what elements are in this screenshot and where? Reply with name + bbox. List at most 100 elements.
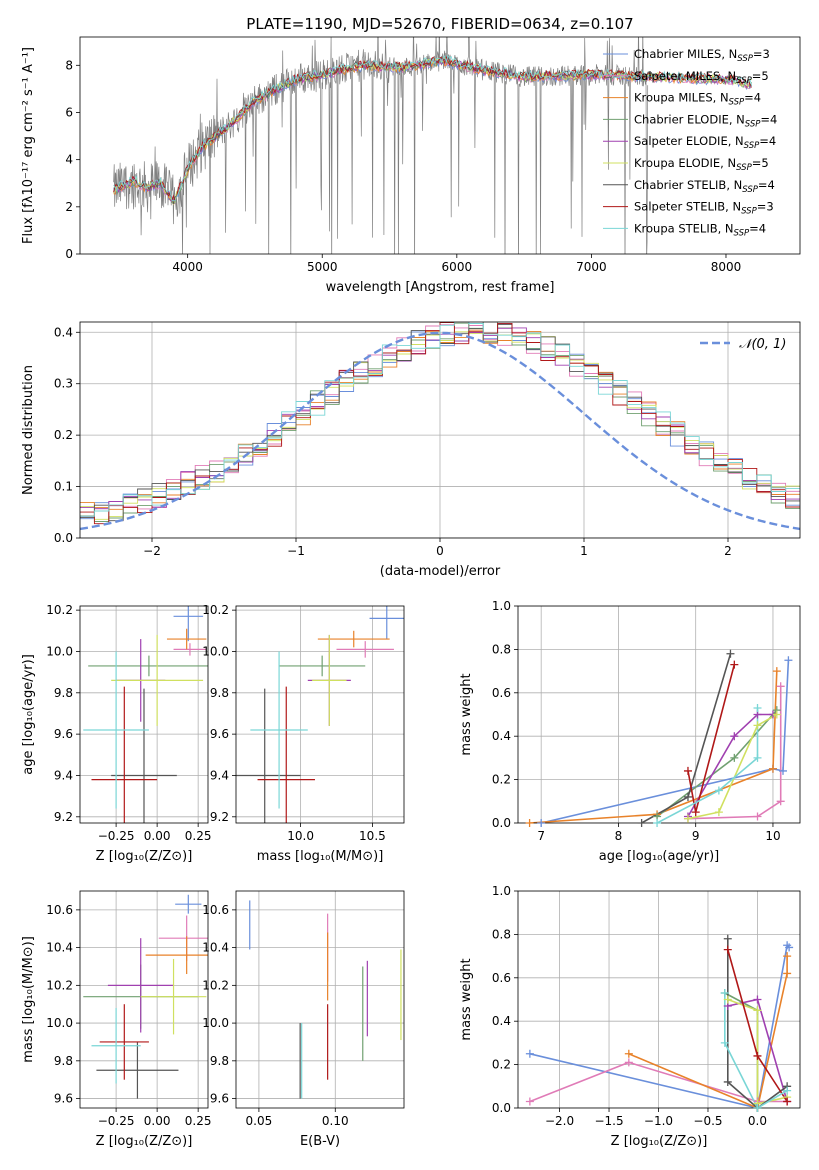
y-tick-label: 9.6 (54, 727, 73, 741)
y-tick-label: 0.0 (492, 816, 511, 830)
y-tick-label: 9.2 (210, 810, 229, 824)
weight-marker (723, 934, 732, 943)
x-tick-label: 2 (724, 544, 732, 558)
weight-marker (714, 808, 723, 817)
x-tick-label: 0.0 (748, 1114, 767, 1128)
weight-line-9 (724, 993, 788, 1108)
chart-massweight-vs-age: 7 8 9 10 0.0 0.2 0.4 0.6 0.8 1.0 age [log₁₀(age/yr… (459, 599, 801, 864)
chart-mass-vs-EBV: 0.05 0.10 9.6 9.8 10.0 10.2 10.4 10.6 E(B-V) (202, 890, 405, 1149)
x-tick-label: 0 (436, 544, 444, 558)
weight-marker (783, 1086, 792, 1095)
y-tick-label: 1.0 (492, 599, 511, 613)
y-tick-label: 10.6 (46, 903, 73, 917)
x-tick-label: 0.25 (185, 829, 212, 843)
y-axis-label: mass weight (459, 958, 474, 1040)
y-tick-label: 0.4 (54, 325, 73, 339)
x-axis-label: Z [log₁₀(Z/Z⊙)] (96, 1134, 193, 1149)
y-tick-label: 10.4 (202, 941, 229, 955)
weight-marker (730, 660, 739, 669)
x-tick-label: 10 (765, 829, 780, 843)
legend-entry: Salpeter MILES, NSSP=5 (634, 69, 769, 86)
y-tick-label: 0.0 (54, 531, 73, 545)
y-tick-label: 0.6 (492, 686, 511, 700)
weight-line-1 (541, 660, 790, 823)
weight-line-2 (529, 1061, 788, 1103)
weight-marker (691, 808, 700, 817)
weight-marker (714, 786, 723, 795)
y-tick-label: 1.0 (492, 884, 511, 898)
model-spectrum-8 (113, 55, 752, 202)
weight-line-5 (687, 713, 773, 817)
y-axis-label: Flux [fλ10⁻¹⁷ erg cm⁻² s⁻¹ A⁻¹] (21, 47, 36, 244)
x-axis-label: wavelength [Angstrom, rest frame] (326, 280, 555, 295)
y-tick-label: 6 (65, 105, 73, 119)
y-tick-label: 9.4 (210, 768, 229, 782)
weight-marker (785, 943, 794, 952)
legend-entry: Salpeter STELIB, NSSP=3 (634, 200, 774, 217)
legend-entry: Chabrier MILES, NSSP=3 (634, 47, 770, 64)
x-tick-label: 0.10 (322, 1114, 349, 1128)
weight-marker (783, 952, 792, 961)
histogram-9 (80, 322, 800, 517)
model-spectrum-7 (113, 56, 752, 205)
legend-entry: Salpeter ELODIE, NSSP=4 (634, 134, 776, 151)
y-tick-label: 0.2 (492, 773, 511, 787)
x-tick-label: −0.25 (98, 1114, 135, 1128)
weight-marker (525, 1049, 534, 1058)
x-tick-label: 6000 (442, 260, 473, 274)
y-tick-label: 9.8 (54, 686, 73, 700)
x-tick-label: 0.25 (185, 1114, 212, 1128)
weight-marker (753, 753, 762, 762)
weight-marker (776, 797, 785, 806)
chart-age-vs-mass: 10.0 10.5 9.2 9.4 9.6 9.8 10.0 10.2 mass [log₁₀(… (202, 603, 405, 864)
weight-marker (720, 1038, 729, 1047)
y-tick-label: 9.4 (54, 768, 73, 782)
legend-entry: Chabrier STELIB, NSSP=4 (634, 178, 775, 195)
weight-marker (730, 753, 739, 762)
weight-marker (723, 945, 732, 954)
y-tick-label: 9.6 (54, 1092, 73, 1106)
y-tick-label: 10.0 (202, 1016, 229, 1030)
x-tick-label: −2 (143, 544, 161, 558)
x-tick-label: 7 (537, 829, 545, 843)
y-tick-label: 9.6 (210, 1092, 229, 1106)
weight-line-2 (687, 686, 782, 820)
weight-marker (753, 1104, 762, 1112)
weight-marker (784, 656, 793, 665)
y-tick-label: 10.4 (46, 941, 73, 955)
y-axis-label: age [log₁₀(age/yr)] (21, 654, 36, 775)
y-tick-label: 9.8 (54, 1054, 73, 1068)
weight-marker (723, 1077, 732, 1086)
y-tick-label: 0.6 (492, 971, 511, 985)
model-spectrum-9 (113, 54, 752, 202)
weight-marker (624, 1058, 633, 1067)
weight-marker (768, 764, 777, 773)
x-tick-label: 5000 (307, 260, 338, 274)
x-tick-label: 0.05 (246, 1114, 273, 1128)
plot-area (236, 891, 404, 1108)
y-tick-label: 10.2 (46, 978, 73, 992)
weight-line-3 (529, 671, 778, 823)
x-tick-label: 1 (580, 544, 588, 558)
weight-line-7 (727, 938, 788, 1108)
weight-marker (753, 721, 762, 730)
figure-title: PLATE=1190, MJD=52670, FIBERID=0634, z=0… (246, 15, 633, 33)
x-axis-label: (data-model)/error (380, 564, 501, 579)
histogram-4 (80, 322, 800, 522)
y-tick-label: 10.2 (202, 603, 229, 617)
chart-panels: 4000 5000 6000 7000 8000 0 2 4 6 8 wavelength [Ang… (21, 36, 801, 1149)
weight-marker (783, 1097, 792, 1106)
x-tick-label: 10.5 (359, 829, 386, 843)
weight-marker (783, 969, 792, 978)
x-tick-label: −2.0 (545, 1114, 574, 1128)
y-tick-label: 9.8 (210, 686, 229, 700)
axes-frame (79, 36, 801, 255)
weight-marker (753, 703, 762, 712)
weight-marker (683, 766, 692, 775)
weight-line-4 (724, 992, 759, 1108)
y-tick-label: 0.4 (492, 1014, 511, 1028)
y-tick-label: 9.8 (210, 1054, 229, 1068)
plot-area (236, 606, 404, 823)
weight-marker (683, 792, 692, 801)
legend-entry: Chabrier ELODIE, NSSP=4 (634, 112, 777, 129)
